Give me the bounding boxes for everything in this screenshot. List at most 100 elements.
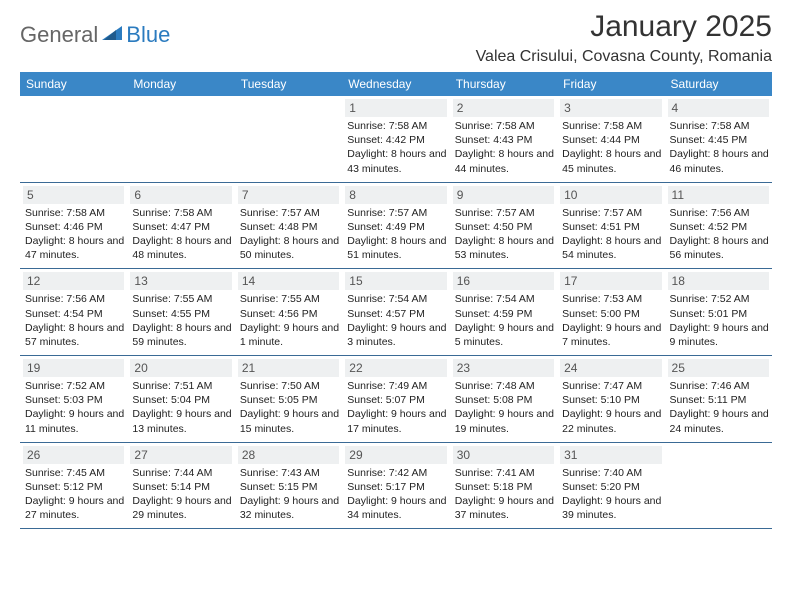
calendar-cell bbox=[20, 96, 127, 182]
calendar-row: 19 Sunrise: 7:52 AMSunset: 5:03 PMDayligh… bbox=[20, 356, 772, 443]
calendar-cell: 14 Sunrise: 7:55 AMSunset: 4:56 PMDayligh… bbox=[235, 269, 342, 355]
day-number: 11 bbox=[668, 186, 769, 204]
calendar-cell: 11 Sunrise: 7:56 AMSunset: 4:52 PMDayligh… bbox=[665, 183, 772, 269]
day-number: 10 bbox=[560, 186, 661, 204]
day-info: Sunrise: 7:57 AMSunset: 4:49 PMDaylight:… bbox=[345, 206, 446, 263]
day-number: 9 bbox=[453, 186, 554, 204]
calendar-cell: 7 Sunrise: 7:57 AMSunset: 4:48 PMDaylight… bbox=[235, 183, 342, 269]
day-info: Sunrise: 7:40 AMSunset: 5:20 PMDaylight:… bbox=[560, 466, 661, 523]
day-info: Sunrise: 7:45 AMSunset: 5:12 PMDaylight:… bbox=[23, 466, 124, 523]
day-info: Sunrise: 7:50 AMSunset: 5:05 PMDaylight:… bbox=[238, 379, 339, 436]
day-info: Sunrise: 7:56 AMSunset: 4:54 PMDaylight:… bbox=[23, 292, 124, 349]
calendar-cell: 21Sunrise: 7:50 AMSunset: 5:05 PMDayligh… bbox=[235, 356, 342, 442]
day-number: 17 bbox=[560, 272, 661, 290]
logo-triangle-icon bbox=[102, 24, 124, 47]
day-number: 27 bbox=[130, 446, 231, 464]
day-info: Sunrise: 7:55 AMSunset: 4:55 PMDaylight:… bbox=[130, 292, 231, 349]
calendar-cell: 22 Sunrise: 7:49 AMSunset: 5:07 PMDayligh… bbox=[342, 356, 449, 442]
calendar-page: General Blue January 2025 Valea Crisului… bbox=[0, 0, 792, 549]
day-info: Sunrise: 7:55 AMSunset: 4:56 PMDaylight:… bbox=[238, 292, 339, 349]
day-info: Sunrise: 7:41 AMSunset: 5:18 PMDaylight:… bbox=[453, 466, 554, 523]
day-number: 22 bbox=[345, 359, 446, 377]
location-text: Valea Crisului, Covasna County, Romania bbox=[476, 48, 772, 66]
day-info: Sunrise: 7:57 AMSunset: 4:48 PMDaylight:… bbox=[238, 206, 339, 263]
calendar-cell: 29Sunrise: 7:42 AMSunset: 5:17 PMDayligh… bbox=[342, 443, 449, 529]
day-number: 12 bbox=[23, 272, 124, 290]
weekday-fri: Friday bbox=[557, 72, 664, 96]
weekday-sat: Saturday bbox=[665, 72, 772, 96]
calendar-cell: 13 Sunrise: 7:55 AMSunset: 4:55 PMDayligh… bbox=[127, 269, 234, 355]
calendar-cell: 9 Sunrise: 7:57 AMSunset: 4:50 PMDaylight… bbox=[450, 183, 557, 269]
calendar-cell bbox=[665, 443, 772, 529]
day-info: Sunrise: 7:52 AMSunset: 5:03 PMDaylight:… bbox=[23, 379, 124, 436]
calendar-cell: 28Sunrise: 7:43 AMSunset: 5:15 PMDayligh… bbox=[235, 443, 342, 529]
calendar-cell: 1Sunrise: 7:58 AMSunset: 4:42 PMDaylight… bbox=[342, 96, 449, 182]
calendar-cell: 27 Sunrise: 7:44 AMSunset: 5:14 PMDayligh… bbox=[127, 443, 234, 529]
calendar-cell: 31Sunrise: 7:40 AMSunset: 5:20 PMDayligh… bbox=[557, 443, 664, 529]
day-number: 2 bbox=[453, 99, 554, 117]
calendar-cell: 25 Sunrise: 7:46 AMSunset: 5:11 PMDayligh… bbox=[665, 356, 772, 442]
logo-text-a: General bbox=[20, 22, 98, 48]
day-number: 5 bbox=[23, 186, 124, 204]
day-info: Sunrise: 7:49 AMSunset: 5:07 PMDaylight:… bbox=[345, 379, 446, 436]
day-info: Sunrise: 7:53 AMSunset: 5:00 PMDaylight:… bbox=[560, 292, 661, 349]
day-number: 13 bbox=[130, 272, 231, 290]
calendar-weekday-header: Sunday Monday Tuesday Wednesday Thursday… bbox=[20, 72, 772, 96]
calendar-cell: 18Sunrise: 7:52 AMSunset: 5:01 PMDayligh… bbox=[665, 269, 772, 355]
calendar-row: 5 Sunrise: 7:58 AMSunset: 4:46 PMDaylight… bbox=[20, 183, 772, 270]
day-number: 30 bbox=[453, 446, 554, 464]
calendar-cell: 8 Sunrise: 7:57 AMSunset: 4:49 PMDaylight… bbox=[342, 183, 449, 269]
calendar-cell: 10 Sunrise: 7:57 AMSunset: 4:51 PMDayligh… bbox=[557, 183, 664, 269]
day-info: Sunrise: 7:52 AMSunset: 5:01 PMDaylight:… bbox=[668, 292, 769, 349]
day-number: 29 bbox=[345, 446, 446, 464]
weekday-wed: Wednesday bbox=[342, 72, 449, 96]
day-number: 14 bbox=[238, 272, 339, 290]
day-number: 26 bbox=[23, 446, 124, 464]
day-number: 19 bbox=[23, 359, 124, 377]
day-info: Sunrise: 7:54 AMSunset: 4:57 PMDaylight:… bbox=[345, 292, 446, 349]
day-number: 3 bbox=[560, 99, 661, 117]
calendar-cell: 20 Sunrise: 7:51 AMSunset: 5:04 PMDayligh… bbox=[127, 356, 234, 442]
page-header: General Blue January 2025 Valea Crisului… bbox=[20, 10, 772, 66]
calendar-cell bbox=[235, 96, 342, 182]
day-number: 24 bbox=[560, 359, 661, 377]
calendar-cell: 2Sunrise: 7:58 AMSunset: 4:43 PMDaylight… bbox=[450, 96, 557, 182]
logo-text-b: Blue bbox=[126, 22, 170, 48]
day-info: Sunrise: 7:58 AMSunset: 4:42 PMDaylight:… bbox=[345, 119, 446, 176]
calendar-cell: 23Sunrise: 7:48 AMSunset: 5:08 PMDayligh… bbox=[450, 356, 557, 442]
weekday-thu: Thursday bbox=[450, 72, 557, 96]
day-info: Sunrise: 7:57 AMSunset: 4:50 PMDaylight:… bbox=[453, 206, 554, 263]
calendar-row: 12 Sunrise: 7:56 AMSunset: 4:54 PMDayligh… bbox=[20, 269, 772, 356]
day-info: Sunrise: 7:51 AMSunset: 5:04 PMDaylight:… bbox=[130, 379, 231, 436]
day-info: Sunrise: 7:46 AMSunset: 5:11 PMDaylight:… bbox=[668, 379, 769, 436]
calendar-cell: 6 Sunrise: 7:58 AMSunset: 4:47 PMDaylight… bbox=[127, 183, 234, 269]
day-number: 15 bbox=[345, 272, 446, 290]
title-block: January 2025 Valea Crisului, Covasna Cou… bbox=[476, 10, 772, 66]
calendar-row: 1Sunrise: 7:58 AMSunset: 4:42 PMDaylight… bbox=[20, 96, 772, 183]
calendar-body: 1Sunrise: 7:58 AMSunset: 4:42 PMDaylight… bbox=[20, 96, 772, 529]
day-info: Sunrise: 7:43 AMSunset: 5:15 PMDaylight:… bbox=[238, 466, 339, 523]
calendar-cell bbox=[127, 96, 234, 182]
day-number: 20 bbox=[130, 359, 231, 377]
day-number: 25 bbox=[668, 359, 769, 377]
calendar-cell: 5 Sunrise: 7:58 AMSunset: 4:46 PMDaylight… bbox=[20, 183, 127, 269]
calendar-cell: 26 Sunrise: 7:45 AMSunset: 5:12 PMDayligh… bbox=[20, 443, 127, 529]
calendar-cell: 17 Sunrise: 7:53 AMSunset: 5:00 PMDayligh… bbox=[557, 269, 664, 355]
calendar-cell: 30 Sunrise: 7:41 AMSunset: 5:18 PMDayligh… bbox=[450, 443, 557, 529]
day-info: Sunrise: 7:54 AMSunset: 4:59 PMDaylight:… bbox=[453, 292, 554, 349]
day-info: Sunrise: 7:56 AMSunset: 4:52 PMDaylight:… bbox=[668, 206, 769, 263]
day-number: 4 bbox=[668, 99, 769, 117]
day-number: 23 bbox=[453, 359, 554, 377]
day-number: 8 bbox=[345, 186, 446, 204]
calendar-cell: 12 Sunrise: 7:56 AMSunset: 4:54 PMDayligh… bbox=[20, 269, 127, 355]
month-title: January 2025 bbox=[476, 10, 772, 44]
day-number: 6 bbox=[130, 186, 231, 204]
day-info: Sunrise: 7:57 AMSunset: 4:51 PMDaylight:… bbox=[560, 206, 661, 263]
day-info: Sunrise: 7:44 AMSunset: 5:14 PMDaylight:… bbox=[130, 466, 231, 523]
day-info: Sunrise: 7:58 AMSunset: 4:44 PMDaylight:… bbox=[560, 119, 661, 176]
day-number: 7 bbox=[238, 186, 339, 204]
calendar-cell: 24Sunrise: 7:47 AMSunset: 5:10 PMDayligh… bbox=[557, 356, 664, 442]
day-info: Sunrise: 7:58 AMSunset: 4:47 PMDaylight:… bbox=[130, 206, 231, 263]
day-info: Sunrise: 7:58 AMSunset: 4:46 PMDaylight:… bbox=[23, 206, 124, 263]
calendar-cell: 15 Sunrise: 7:54 AMSunset: 4:57 PMDayligh… bbox=[342, 269, 449, 355]
